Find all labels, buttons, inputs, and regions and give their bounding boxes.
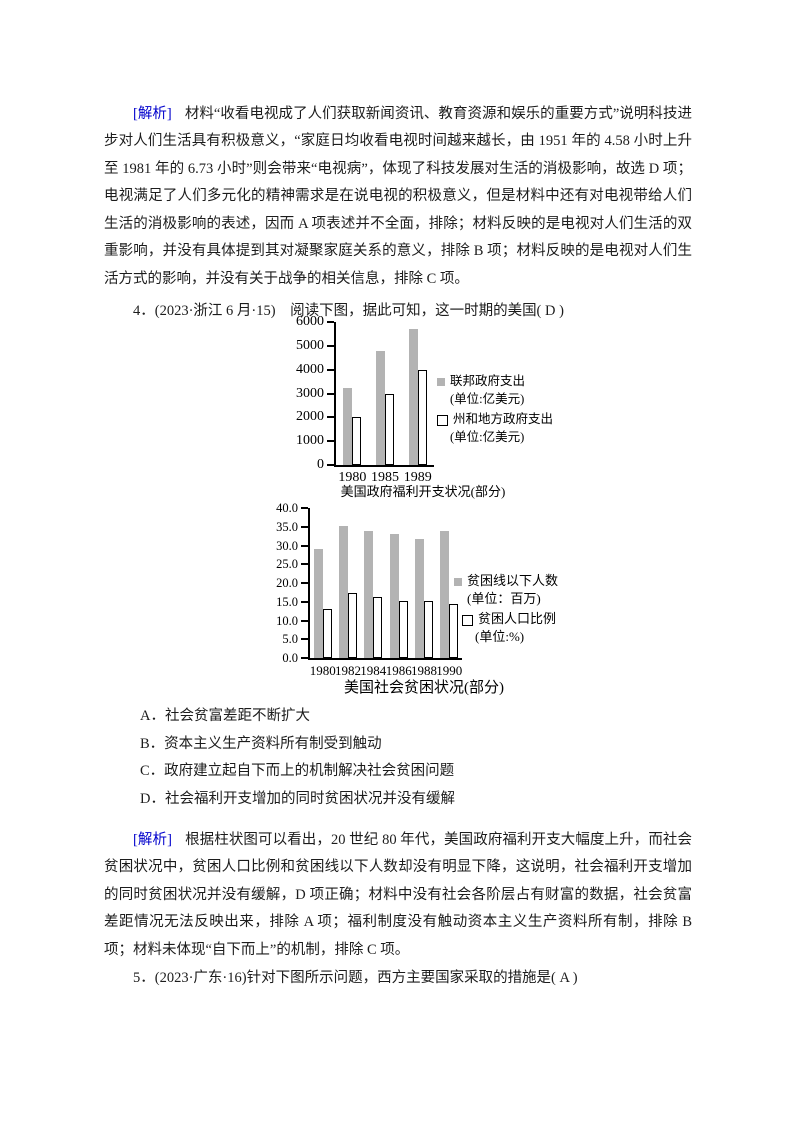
x-axis-label: 1984 [360,663,387,678]
legend-series-unit: (单位：百万) [467,591,541,606]
x-axis-label: 1982 [335,663,361,678]
y-axis-tick [301,582,308,584]
y-axis-label: 25.0 [276,557,298,572]
y-axis-label: 30.0 [276,538,298,553]
bar-white [373,597,383,658]
x-axis-label: 1986 [385,663,412,678]
y-axis-label: 0 [317,457,324,472]
bar-gray [440,530,450,658]
y-axis-tick [301,507,308,509]
chart-title: 美国政府福利开支状况(部分) [340,484,506,499]
y-axis-label: 35.0 [276,519,298,534]
legend-series-unit: (单位:亿美元) [450,429,525,444]
legend-swatch-gray [454,578,462,587]
bar-gray [389,534,399,658]
legend-series-name: 州和地方政府支出 [453,412,554,426]
legend-swatch-gray [437,378,445,387]
legend-series-unit: (单位:亿美元) [450,391,525,406]
y-axis-tick [327,392,334,395]
y-axis-tick [327,368,334,371]
x-axis-label: 1980 [309,663,336,678]
y-axis-tick [301,563,308,566]
legend-swatch-white [437,414,448,426]
question-5-stem: 5．(2023·广东·16)针对下图所示问题，西方主要国家采取的措施是( A ) [133,969,578,986]
analysis-label: [解析] [133,831,172,848]
analysis-paragraph-q4: [解析] 根据柱状图可以看出，20 世纪 80 年代，美国政府福利开支大幅度上升，… [104,827,692,965]
y-axis-label: 5000 [296,337,324,353]
y-axis-label: 5.0 [282,632,298,647]
plot-area: 40.0 35.0 30.0 25.0 20.0 15.0 10.0 5.0 0.0 1980 19… [276,501,462,678]
options-list-q4: A．社会贫富差距不断扩大 B．资本主义生产资料所有制受到触动 C．政府建立起自下… [104,703,692,813]
x-axis-label: 1980 [338,470,367,485]
analysis-paragraph-q3: [解析] 材料“收看电视成了人们获取新闻资讯、教育资源和娱乐的重要方式”说明科技进… [104,101,692,294]
bar-white [449,603,459,658]
y-axis-tick [301,638,308,641]
bar-white [322,608,332,658]
y-axis-tick [327,464,334,466]
y-axis-label: 10.0 [276,613,298,628]
bar-gray [313,549,323,658]
y-axis-label: 0.0 [282,651,298,665]
x-axis-label: 1985 [371,470,399,485]
bar-white [352,417,362,465]
y-axis-tick [301,525,308,528]
option-a: A．社会贫富差距不断扩大 [140,708,310,724]
bar-gray [339,526,348,658]
welfare-spending-chart: 6000 5000 4000 3000 2000 1000 0 1980 1985 1989 联邦政… [270,314,600,500]
y-axis-label: 6000 [296,314,324,329]
analysis-text: 根据柱状图可以看出，20 世纪 80 年代，美国政府福利开支大幅度上升，而社会贫… [104,831,692,958]
x-axis-label: 1989 [403,470,432,485]
y-axis-tick [301,544,308,547]
analysis-label: [解析] [133,105,172,122]
analysis-text: 材料“收看电视成了人们获取新闻资讯、教育资源和娱乐的重要方式”说明科技进步对人们… [104,105,692,288]
y-axis-label: 2000 [296,409,324,425]
y-axis-label: 40.0 [276,501,298,515]
option-c: C．政府建立起自下而上的机制解决社会贫困问题 [140,763,455,779]
bar-gray [415,538,424,658]
legend-item: 联邦政府支出 (单位:亿美元) [437,373,525,408]
legend-series-unit: (单位:%) [475,629,525,644]
y-axis-tick [301,619,308,622]
y-axis-tick [301,600,308,603]
legend-item: 贫困线以下人数 (单位：百万) [454,572,558,608]
bar-white [417,369,427,465]
y-axis-tick [327,416,334,419]
y-axis-label: 15.0 [276,594,298,609]
legend-item: 贫困人口比例 (单位:%) [462,610,556,646]
y-axis-label: 20.0 [276,576,298,590]
bar-gray [408,329,418,465]
y-axis-label: 3000 [296,385,324,401]
y-axis-label: 1000 [296,433,324,449]
legend-item: 州和地方政府支出 (单位:亿美元) [437,411,553,446]
legend-series-name: 联邦政府支出 [450,374,526,388]
legend-series-name: 贫困人口比例 [478,611,557,626]
y-axis-tick [301,657,308,659]
bar-gray [376,350,385,465]
bar-gray [343,387,353,465]
y-axis-tick [327,321,334,323]
plot-area: 6000 5000 4000 3000 2000 1000 0 1980 1985 1989 [296,314,434,485]
poverty-status-chart: 40.0 35.0 30.0 25.0 20.0 15.0 10.0 5.0 0.0 1980 19… [270,500,600,700]
bar-gray [364,530,374,658]
bar-white [424,601,433,658]
x-axis-label: 1990 [436,663,463,678]
bar-white [385,393,394,465]
bar-white [398,601,408,658]
bar-white [348,593,357,658]
x-axis-label: 1988 [411,663,437,678]
question-4-stem: 4．(2023·浙江 6 月·15) 阅读下图，据此可知，这一时期的美国( D … [133,302,564,319]
y-axis-label: 4000 [296,361,324,377]
legend-series-name: 贫困线以下人数 [467,573,559,588]
y-axis-tick [327,440,334,443]
option-b: B．资本主义生产资料所有制受到触动 [140,735,382,752]
option-d: D．社会福利开支增加的同时贫困状况并没有缓解 [140,790,455,807]
y-axis-tick [327,344,334,347]
legend-swatch-white [462,614,473,626]
chart-title: 美国社会贫困状况(部分) [344,680,504,696]
